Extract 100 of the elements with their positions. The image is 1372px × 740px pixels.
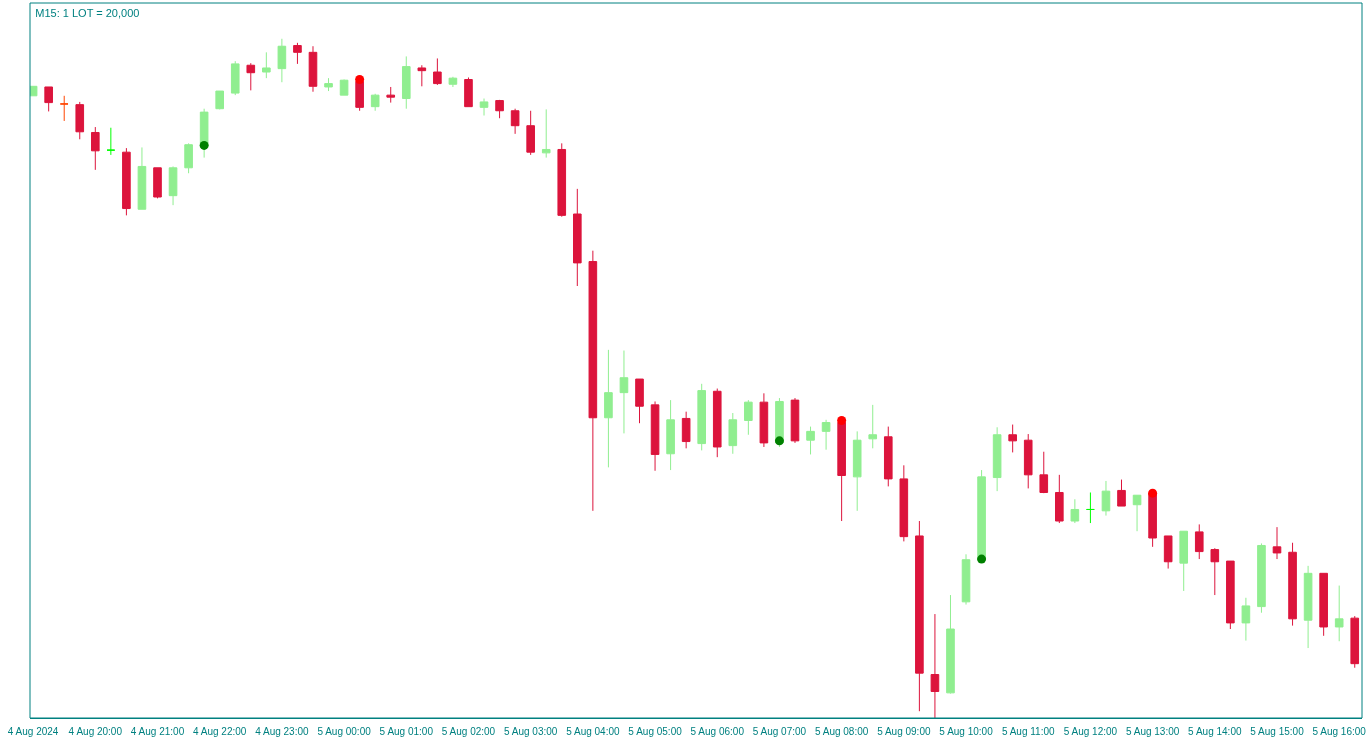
candlestick bbox=[1023, 433, 1033, 489]
candlestick bbox=[44, 86, 53, 112]
candlestick bbox=[262, 51, 271, 79]
candlestick bbox=[510, 108, 520, 135]
candlestick bbox=[1210, 547, 1220, 596]
candlestick bbox=[1319, 572, 1328, 637]
point bbox=[199, 140, 209, 150]
candlestick bbox=[1179, 530, 1189, 592]
x-tick-label: 5 Aug 09:00 bbox=[877, 726, 931, 737]
x-tick-label: 5 Aug 07:00 bbox=[752, 726, 807, 737]
candlestick bbox=[868, 404, 878, 449]
x-tick-label: 4 Aug 21:00 bbox=[130, 726, 185, 737]
candlestick bbox=[1350, 615, 1360, 669]
candlestick bbox=[1039, 451, 1049, 494]
candlestick bbox=[215, 90, 224, 110]
candlestick bbox=[1334, 585, 1344, 642]
candlestick bbox=[137, 146, 147, 210]
candlestick bbox=[604, 349, 613, 468]
candlestick bbox=[479, 98, 489, 117]
candlestick bbox=[1008, 424, 1017, 453]
candlestick bbox=[573, 188, 582, 287]
x-tick-label: 5 Aug 06:00 bbox=[690, 726, 745, 737]
candlestick bbox=[697, 383, 707, 451]
point bbox=[774, 436, 784, 446]
candlestick bbox=[1070, 498, 1080, 524]
candlestick bbox=[1257, 542, 1266, 614]
chart-title: M15: 1 LOT = 20,000 bbox=[35, 6, 140, 19]
candlestick bbox=[386, 86, 396, 104]
candlestick bbox=[806, 426, 815, 455]
candlestick bbox=[168, 165, 178, 206]
candlestick bbox=[588, 250, 598, 512]
candlestick bbox=[277, 38, 287, 83]
x-tick-label: 4 Aug 22:00 bbox=[192, 726, 247, 737]
candlestick bbox=[246, 62, 256, 91]
x-tick-label: 4 Aug 2024 bbox=[7, 726, 59, 737]
candlestick bbox=[122, 147, 131, 216]
candlestick bbox=[1226, 560, 1235, 630]
candlestick bbox=[790, 397, 800, 444]
x-tick-label: 5 Aug 15:00 bbox=[1250, 726, 1305, 737]
x-tick-label: 5 Aug 08:00 bbox=[814, 726, 869, 737]
candlestick bbox=[1086, 491, 1095, 524]
candlestick bbox=[992, 426, 1002, 492]
candlestick bbox=[401, 55, 411, 110]
point bbox=[355, 75, 365, 85]
candlestick bbox=[495, 99, 504, 119]
candlestick bbox=[230, 60, 240, 96]
candlestick bbox=[930, 613, 940, 718]
x-tick-label: 4 Aug 20:00 bbox=[68, 726, 123, 737]
candlestick bbox=[1117, 479, 1126, 507]
x-tick-label: 5 Aug 02:00 bbox=[441, 726, 496, 737]
candlestick bbox=[339, 79, 349, 96]
candlestick bbox=[899, 464, 909, 542]
candlestick bbox=[90, 126, 100, 171]
candlestick bbox=[1194, 523, 1204, 560]
candlestick bbox=[1055, 474, 1064, 524]
candlestick bbox=[308, 45, 318, 93]
candlestick bbox=[184, 142, 193, 174]
candlestick bbox=[1272, 526, 1282, 560]
x-tick-label: 5 Aug 10:00 bbox=[939, 726, 994, 737]
candlestick bbox=[883, 426, 893, 487]
candlestick bbox=[821, 419, 831, 451]
x-tick-label: 5 Aug 13:00 bbox=[1125, 726, 1180, 737]
candlestick bbox=[852, 430, 862, 512]
point bbox=[837, 415, 847, 425]
candlestick bbox=[1241, 597, 1251, 642]
candlestick bbox=[59, 95, 69, 122]
candlestick bbox=[712, 388, 722, 458]
candlestick bbox=[153, 167, 162, 199]
x-tick-label: 5 Aug 14:00 bbox=[1188, 726, 1242, 737]
x-tick-label: 5 Aug 05:00 bbox=[628, 726, 683, 737]
candlestick bbox=[464, 76, 473, 108]
candlestick bbox=[728, 412, 738, 455]
point bbox=[977, 554, 987, 564]
candlestick bbox=[324, 77, 333, 92]
candlestick bbox=[744, 399, 753, 436]
candlestick bbox=[619, 350, 629, 434]
candlestick bbox=[448, 76, 458, 88]
candlestick bbox=[106, 127, 116, 156]
x-tick-label: 5 Aug 01:00 bbox=[379, 726, 434, 737]
x-tick-label: 5 Aug 04:00 bbox=[566, 726, 620, 737]
candlestick bbox=[1132, 494, 1142, 532]
candlestick bbox=[370, 93, 380, 112]
x-tick-label: 5 Aug 00:00 bbox=[317, 726, 372, 737]
x-tick-label: 5 Aug 03:00 bbox=[503, 726, 558, 737]
x-tick-label: 5 Aug 11:00 bbox=[1001, 726, 1055, 737]
candlestick bbox=[666, 399, 675, 471]
candlestick bbox=[417, 64, 427, 87]
candlestick bbox=[75, 101, 85, 140]
candlestick bbox=[1101, 480, 1111, 517]
candlestick bbox=[557, 142, 567, 218]
x-tick-label: 5 Aug 12:00 bbox=[1063, 726, 1118, 737]
candlestick bbox=[915, 520, 924, 712]
point bbox=[1148, 488, 1158, 498]
candlestick bbox=[1303, 565, 1313, 649]
candlestick bbox=[650, 400, 660, 472]
candlestick bbox=[293, 42, 302, 65]
candlestick bbox=[961, 553, 971, 606]
candlestick bbox=[946, 594, 955, 695]
candlestick bbox=[526, 110, 535, 156]
candlestick bbox=[433, 57, 442, 86]
